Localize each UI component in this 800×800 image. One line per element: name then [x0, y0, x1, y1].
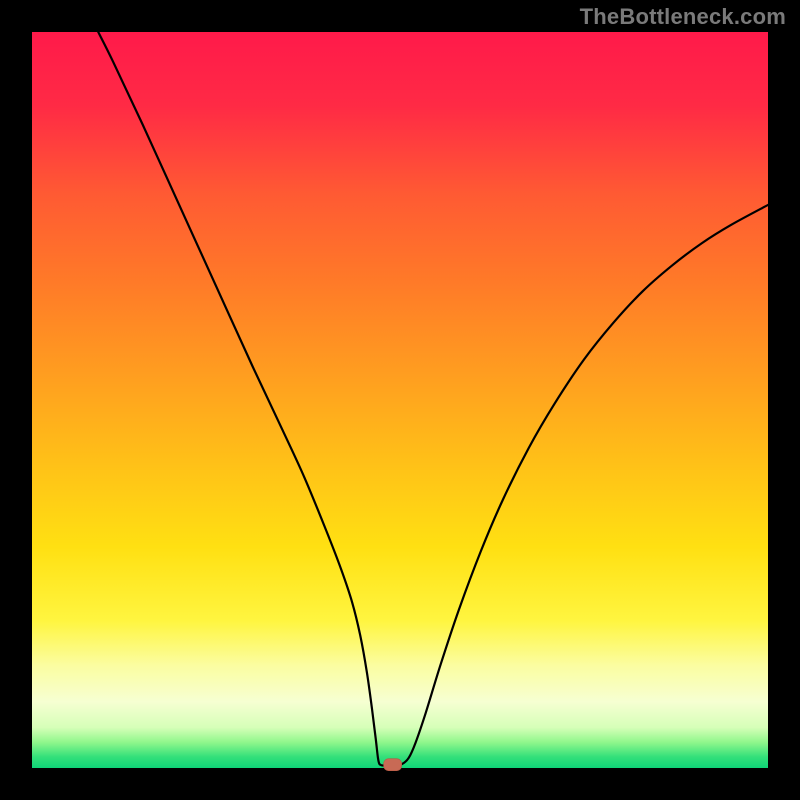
- watermark-text: TheBottleneck.com: [580, 4, 786, 30]
- chart-background: [32, 32, 768, 768]
- optimal-marker: [384, 759, 402, 771]
- chart-frame: TheBottleneck.com: [0, 0, 800, 800]
- bottleneck-chart: [0, 0, 800, 800]
